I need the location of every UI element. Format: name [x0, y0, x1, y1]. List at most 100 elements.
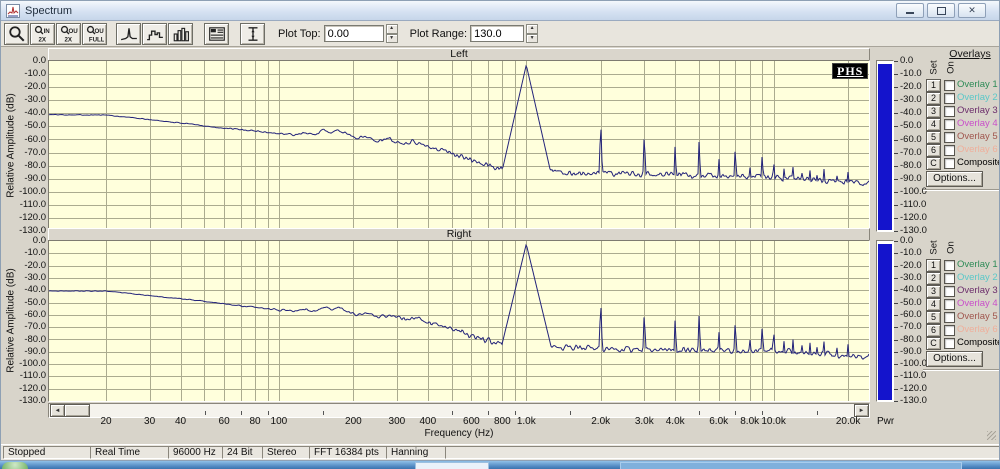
meter-scale-label: -80.0: [900, 335, 922, 345]
x-axis-minor-tick: [817, 411, 818, 415]
meter-tick: [894, 205, 898, 206]
overlay-set-button-4[interactable]: 4: [926, 298, 941, 311]
overlay-on-checkbox-1[interactable]: [944, 260, 955, 271]
overlay-set-button-4[interactable]: 4: [926, 118, 941, 131]
x-axis-tick-label: 400: [419, 416, 436, 427]
overlays-options-button[interactable]: Options...: [926, 171, 983, 187]
x-axis-tick-label: 100: [271, 416, 288, 427]
overlay-label: Overlay 4: [957, 118, 998, 129]
x-axis-tick-label: 80: [249, 416, 260, 427]
x-axis-tick-label: 2.0k: [591, 416, 610, 427]
overlay-set-button-5[interactable]: 5: [926, 131, 941, 144]
overlay-on-checkbox-6[interactable]: [944, 145, 955, 156]
x-axis-tick-label: 6.0k: [709, 416, 728, 427]
x-axis-minor-tick: [268, 411, 269, 415]
overlay-set-button-c[interactable]: C: [926, 157, 941, 170]
meter-scale-label: 0.0: [900, 236, 913, 246]
scrollbar-left-arrow[interactable]: ◄: [50, 404, 65, 417]
overlay-on-checkbox-1[interactable]: [944, 80, 955, 91]
meter-tick: [894, 113, 898, 114]
set-column-label: Set: [929, 55, 940, 81]
meter-tick: [894, 100, 898, 101]
phs-logo: PHS: [832, 63, 868, 79]
overlay-label: Overlay 2: [957, 272, 998, 283]
x-axis-minor-tick: [515, 411, 516, 415]
x-axis-tick-label: 1.0k: [517, 416, 536, 427]
meter-scale-label: -50.0: [900, 121, 922, 131]
y-axis-title: Relative Amplitude (dB): [6, 61, 17, 231]
overlay-set-button-c[interactable]: C: [926, 337, 941, 350]
meter-tick: [894, 327, 898, 328]
meter-scale-label: -60.0: [900, 135, 922, 145]
x-axis-tick-label: 800: [494, 416, 511, 427]
panel-divider: [923, 369, 999, 371]
overlay-set-button-1[interactable]: 1: [926, 259, 941, 272]
x-axis-tick-label: 20: [100, 416, 111, 427]
meter-scale-label: -40.0: [900, 285, 922, 295]
set-column-label: Set: [929, 235, 940, 261]
x-axis-tick-label: 40: [175, 416, 186, 427]
meter-scale-label: -120.0: [900, 213, 927, 223]
app-window: Spectrum ✕ IN 2X: [0, 0, 1000, 461]
meter-scale-label: -130.0: [900, 396, 927, 406]
overlay-on-checkbox-3[interactable]: [944, 286, 955, 297]
overlay-on-checkbox-6[interactable]: [944, 325, 955, 336]
taskbar-button[interactable]: [620, 462, 962, 469]
overlay-set-button-6[interactable]: 6: [926, 324, 941, 337]
meter-tick: [894, 253, 898, 254]
meter-tick: [894, 192, 898, 193]
x-axis-minor-tick: [570, 411, 571, 415]
overlay-on-checkbox-c[interactable]: [944, 338, 955, 349]
overlay-on-checkbox-2[interactable]: [944, 273, 955, 284]
overlay-label: Overlay 3: [957, 285, 998, 296]
meter-tick: [894, 364, 898, 365]
x-axis-minor-tick: [735, 411, 736, 415]
overlay-set-button-3[interactable]: 3: [926, 285, 941, 298]
status-bar: StoppedReal Time96000 Hz24 BitStereoFFT …: [1, 444, 999, 460]
power-meter-fill: [878, 64, 892, 230]
scrollbar-thumb[interactable]: [64, 404, 90, 417]
status-segment: 96000 Hz: [168, 446, 230, 459]
meter-tick: [894, 166, 898, 167]
overlay-on-checkbox-4[interactable]: [944, 119, 955, 130]
x-axis-tick-label: 10.0k: [761, 416, 785, 427]
os-taskbar[interactable]: [0, 461, 1000, 469]
overlay-set-button-3[interactable]: 3: [926, 105, 941, 118]
overlay-on-checkbox-c[interactable]: [944, 158, 955, 169]
overlay-set-button-1[interactable]: 1: [926, 79, 941, 92]
overlay-on-checkbox-3[interactable]: [944, 106, 955, 117]
meter-scale-label: -30.0: [900, 273, 922, 283]
overlay-set-button-5[interactable]: 5: [926, 311, 941, 324]
spectrum-plot-left[interactable]: [48, 60, 870, 232]
spectrum-plot-right[interactable]: [48, 240, 870, 402]
overlay-label: Overlay 4: [957, 298, 998, 309]
meter-tick: [894, 266, 898, 267]
taskbar-button[interactable]: [415, 462, 489, 469]
overlay-label: Composite: [957, 157, 1000, 168]
meter-tick: [894, 401, 898, 402]
meter-scale-label: -120.0: [900, 384, 927, 394]
overlay-set-button-2[interactable]: 2: [926, 272, 941, 285]
overlay-on-checkbox-2[interactable]: [944, 93, 955, 104]
meter-scale-label: 0.0: [900, 56, 913, 66]
overlay-label: Overlay 2: [957, 92, 998, 103]
meter-tick: [894, 315, 898, 316]
x-axis-minor-tick: [452, 411, 453, 415]
overlay-on-checkbox-5[interactable]: [944, 312, 955, 323]
status-segment: [445, 446, 1000, 459]
overlays-options-button[interactable]: Options...: [926, 351, 983, 367]
meter-tick: [894, 140, 898, 141]
plot-workspace: Left0.0-10.0-20.0-30.0-40.0-50.0-60.0-70…: [1, 1, 999, 460]
start-orb-icon[interactable]: [2, 462, 28, 469]
meter-tick: [894, 153, 898, 154]
meter-tick: [894, 74, 898, 75]
overlay-set-button-6[interactable]: 6: [926, 144, 941, 157]
meter-scale-label: -50.0: [900, 298, 922, 308]
resize-grip[interactable]: [987, 431, 996, 440]
overlay-on-checkbox-5[interactable]: [944, 132, 955, 143]
overlay-set-button-2[interactable]: 2: [926, 92, 941, 105]
power-meter-fill: [878, 244, 892, 400]
overlay-on-checkbox-4[interactable]: [944, 299, 955, 310]
x-axis-minor-tick: [241, 411, 242, 415]
meter-tick: [894, 241, 898, 242]
